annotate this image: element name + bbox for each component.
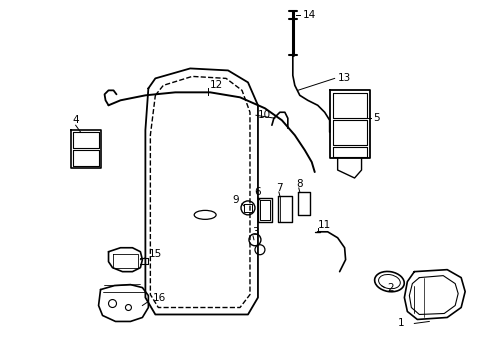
Text: 4: 4 bbox=[73, 115, 79, 125]
Text: 11: 11 bbox=[317, 220, 330, 230]
Text: 3: 3 bbox=[251, 227, 258, 237]
Text: 16: 16 bbox=[152, 293, 165, 302]
Text: 8: 8 bbox=[295, 179, 302, 189]
Text: 14: 14 bbox=[302, 10, 315, 20]
Text: 6: 6 bbox=[253, 187, 260, 197]
Text: 15: 15 bbox=[148, 249, 162, 259]
Text: 10: 10 bbox=[258, 110, 270, 120]
Text: 2: 2 bbox=[386, 283, 393, 293]
Text: 7: 7 bbox=[275, 183, 282, 193]
Text: 9: 9 bbox=[232, 195, 238, 205]
Text: 13: 13 bbox=[337, 73, 350, 84]
Text: 5: 5 bbox=[373, 113, 379, 123]
Text: 12: 12 bbox=[210, 80, 223, 90]
Text: 1: 1 bbox=[397, 319, 403, 328]
